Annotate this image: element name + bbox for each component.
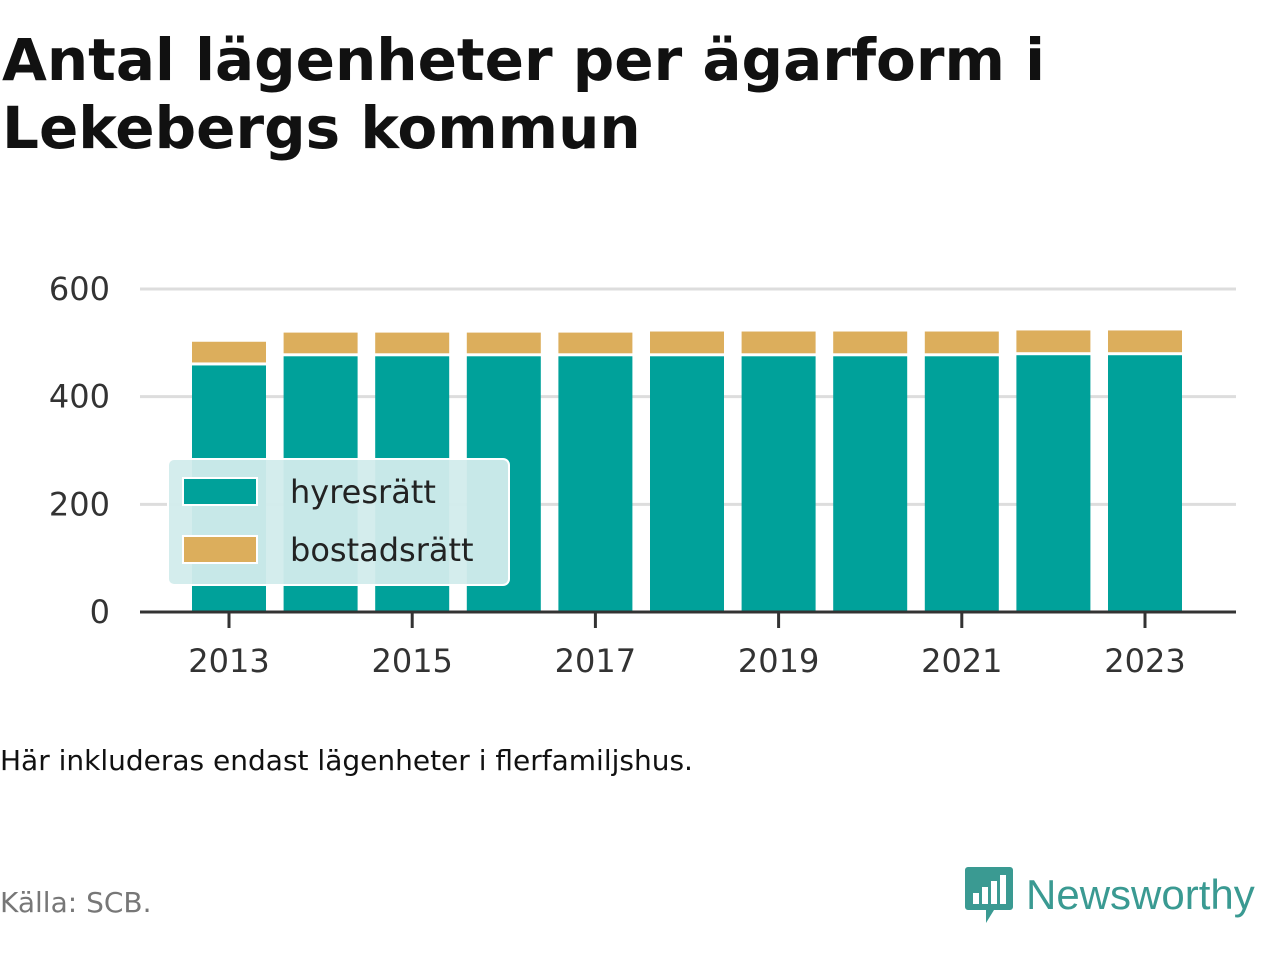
bar-bostadsratt-2018 bbox=[650, 331, 724, 354]
x-tick-label-2023: 2023 bbox=[1104, 642, 1185, 680]
bar-hyresratt-2020 bbox=[833, 356, 908, 612]
bar-bostadsratt-2023 bbox=[1108, 330, 1182, 353]
bar-bostadsratt-2015 bbox=[375, 332, 450, 354]
bar-bostadsratt-2020 bbox=[833, 331, 908, 354]
bar-hyresratt-2021 bbox=[924, 356, 999, 612]
bar-bostadsratt-2014 bbox=[283, 332, 358, 354]
y-tick-label-0: 0 bbox=[90, 593, 110, 631]
legend: hyresrätt bostadsrätt bbox=[167, 458, 510, 586]
legend-swatch-hyresratt bbox=[182, 477, 258, 506]
y-tick-label-200: 200 bbox=[49, 485, 110, 523]
y-axis-ticks: 0 200 400 600 bbox=[49, 270, 110, 631]
x-axis-ticks: 2013 2015 2017 2019 2021 2023 bbox=[188, 612, 1186, 680]
legend-label-hyresratt: hyresrätt bbox=[290, 473, 436, 511]
source-text: Källa: SCB. bbox=[0, 886, 152, 919]
y-tick-label-600: 600 bbox=[49, 270, 110, 308]
x-tick-label-2013: 2013 bbox=[188, 642, 269, 680]
chart-title: Antal lägenheter per ägarform i Lekeberg… bbox=[2, 26, 1046, 162]
bar-hyresratt-2018 bbox=[650, 356, 724, 612]
bar-hyresratt-2022 bbox=[1016, 355, 1091, 612]
bar-hyresratt-2017 bbox=[558, 356, 633, 612]
legend-label-bostadsratt: bostadsrätt bbox=[290, 531, 474, 569]
bar-bostadsratt-2013 bbox=[192, 341, 266, 363]
bar-bostadsratt-2019 bbox=[741, 331, 816, 354]
bar-hyresratt-2023 bbox=[1108, 355, 1182, 612]
x-tick-label-2015: 2015 bbox=[371, 642, 452, 680]
brand-name: Newsworthy bbox=[1026, 871, 1255, 918]
bar-bostadsratt-2022 bbox=[1016, 330, 1091, 353]
x-tick-label-2019: 2019 bbox=[738, 642, 819, 680]
bar-bostadsratt-2016 bbox=[466, 332, 541, 354]
bar-bostadsratt-2021 bbox=[924, 331, 999, 354]
x-tick-label-2021: 2021 bbox=[921, 642, 1002, 680]
chart-note: Här inkluderas endast lägenheter i flerf… bbox=[0, 744, 693, 777]
legend-swatch-bostadsratt bbox=[182, 535, 258, 564]
newsworthy-bar-chart-icon bbox=[965, 867, 1013, 923]
x-tick-label-2017: 2017 bbox=[555, 642, 636, 680]
y-tick-label-400: 400 bbox=[49, 378, 110, 416]
bar-hyresratt-2019 bbox=[741, 356, 816, 612]
brand-logo: Newsworthy bbox=[964, 864, 1255, 926]
bar-bostadsratt-2017 bbox=[558, 332, 633, 354]
stacked-bar-chart: 0 200 400 600 2013 2015 2017 2019 2021 2023 hyre… bbox=[49, 270, 1236, 680]
